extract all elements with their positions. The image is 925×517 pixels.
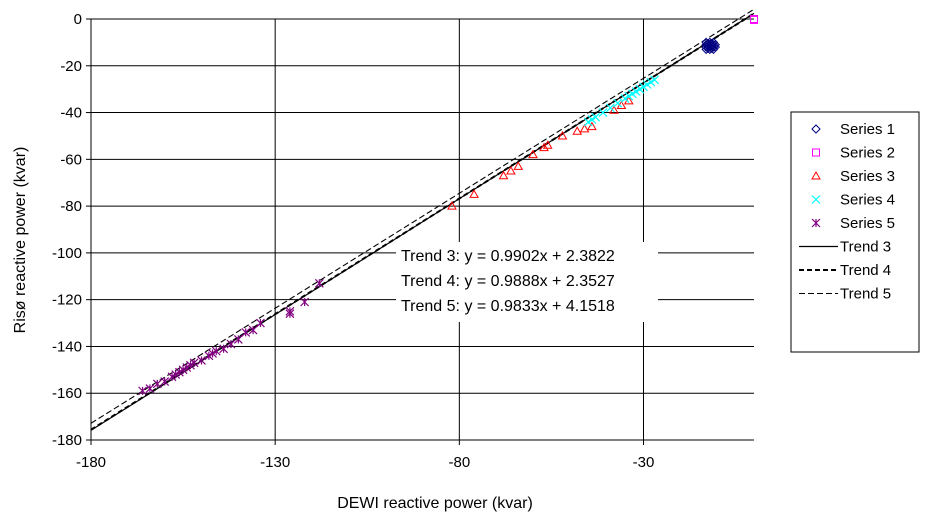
y-axis-label: Risø reactive power (kvar): [12, 147, 29, 334]
y-tick-label: 0: [74, 11, 82, 28]
legend-label: Series 5: [840, 215, 895, 232]
legend-label: Series 1: [840, 121, 895, 138]
y-tick-label: -160: [52, 385, 82, 402]
y-tick-label: -120: [52, 292, 82, 309]
axes: [86, 18, 754, 445]
data-point: [572, 126, 583, 135]
data-point: [469, 189, 479, 198]
data-point: [528, 149, 538, 159]
y-tick-label: -100: [52, 245, 82, 262]
data-point: [498, 170, 509, 180]
legend-label: Series 2: [840, 145, 895, 162]
data-point: [613, 98, 623, 108]
trend-equation: Trend 5: y = 0.9833x + 4.1518: [401, 298, 615, 315]
data-point: [506, 166, 516, 175]
x-axis-label: DEWI reactive power (kvar): [337, 495, 533, 512]
data-point: [539, 142, 549, 152]
data-point: [750, 15, 758, 24]
data-point: [248, 325, 258, 335]
x-tick-label: -30: [633, 454, 655, 471]
y-tick-label: -180: [52, 432, 82, 449]
data-point: [710, 40, 721, 50]
legend-label: Trend 3: [840, 239, 891, 256]
trend-equations-box: [396, 242, 658, 322]
data-point: [542, 140, 553, 149]
legend-marker: [811, 124, 821, 134]
y-tick-label: -40: [60, 105, 82, 122]
legend-label: Series 3: [840, 168, 895, 185]
data-point: [138, 386, 147, 396]
legend-label: Trend 5: [840, 286, 891, 303]
data-point: [708, 42, 719, 52]
data-point: [152, 379, 162, 389]
data-point: [557, 130, 568, 140]
data-point: [226, 339, 236, 349]
legend-marker: [811, 195, 821, 204]
data-point: [300, 297, 310, 307]
y-tick-label: -140: [52, 338, 82, 355]
tick-labels: 0 -20 -40 -60 -80 -100 -120 -140 -160 -180 -180 -13…: [52, 11, 654, 471]
series-2-points: [750, 15, 758, 24]
series-1-points: [701, 37, 721, 55]
data-point: [285, 309, 295, 319]
data-point: [197, 356, 206, 365]
series-5-points: [138, 278, 324, 396]
data-point: [241, 327, 251, 337]
data-point: [211, 346, 221, 356]
trend-equation: Trend 4: y = 0.9888x + 2.3527: [401, 273, 615, 290]
data-point: [233, 335, 243, 344]
data-point: [513, 161, 524, 170]
legend-marker: [811, 170, 821, 180]
data-point: [591, 112, 601, 122]
trend-equation: Trend 3: y = 0.9902x + 2.3822: [401, 248, 615, 265]
data-point: [587, 121, 597, 131]
legend-marker: [811, 218, 821, 228]
data-points: [138, 15, 758, 396]
x-tick-label: -130: [260, 454, 290, 471]
data-point: [314, 278, 324, 288]
legend-marker: [812, 148, 820, 157]
trend-equations: Trend 3: y = 0.9902x + 2.3822 Trend 4: y …: [401, 248, 615, 315]
data-point: [598, 108, 608, 117]
data-point: [710, 42, 721, 52]
x-tick-label: -180: [76, 454, 106, 471]
y-tick-label: -60: [60, 151, 82, 168]
trend-line: [90, 8, 755, 424]
legend: Series 1 Series 2 Series 3 Series 4 Series 5…: [790, 111, 920, 353]
data-point: [579, 123, 590, 133]
data-point: [189, 358, 199, 368]
data-point: [145, 384, 155, 393]
data-point: [650, 75, 659, 85]
y-tick-label: -80: [60, 198, 82, 215]
data-point: [219, 344, 229, 354]
data-point: [447, 201, 457, 210]
data-point: [256, 318, 265, 328]
y-tick-label: -20: [60, 58, 82, 75]
data-point: [605, 103, 615, 113]
legend-label: Trend 4: [840, 262, 891, 279]
data-point: [160, 377, 170, 386]
legend-label: Series 4: [840, 192, 895, 209]
series-4-points: [583, 75, 659, 127]
x-tick-label: -80: [448, 454, 470, 471]
